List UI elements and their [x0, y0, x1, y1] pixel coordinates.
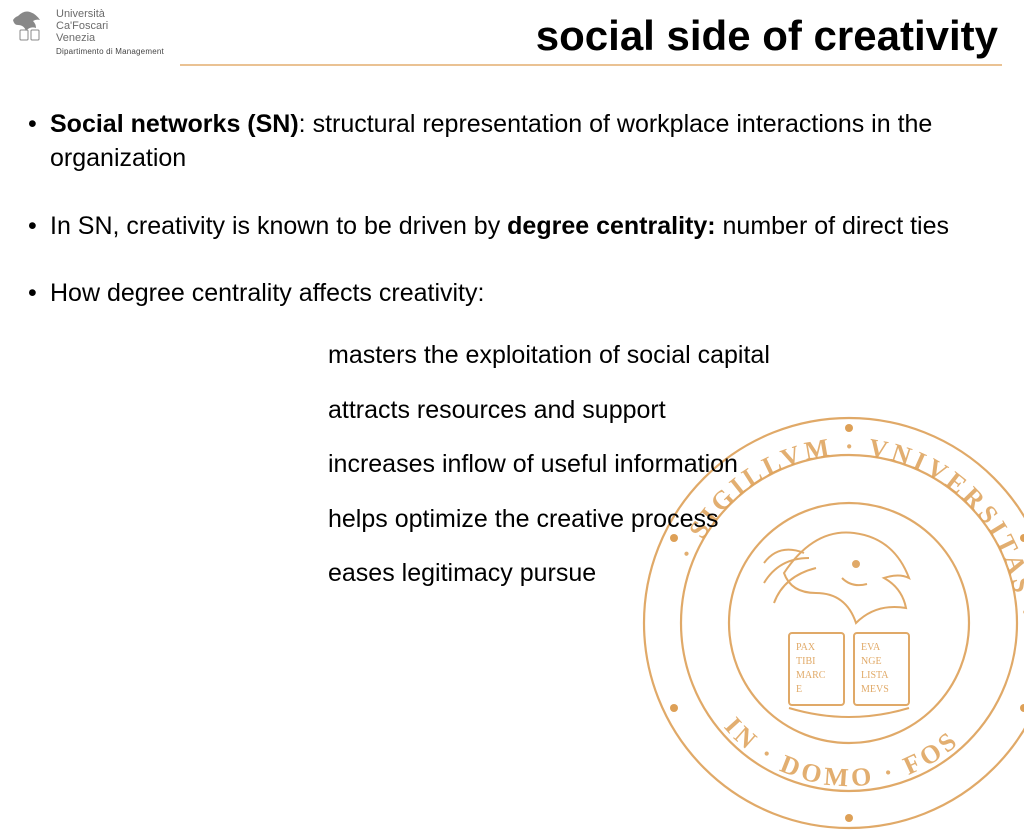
svg-text:LISTA: LISTA	[861, 670, 889, 681]
bullet-2-bold: degree centrality:	[507, 212, 715, 240]
sublist-item: increases inflow of useful information	[328, 448, 996, 481]
svg-text:MARC: MARC	[796, 670, 826, 681]
university-logo: Università Ca'Foscari Venezia Dipartimen…	[12, 8, 164, 57]
logo-department: Dipartimento di Management	[56, 48, 164, 57]
svg-text:NGE: NGE	[861, 656, 882, 667]
bullet-1-bold: Social networks (SN)	[50, 110, 299, 138]
sublist-item: attracts resources and support	[328, 394, 996, 427]
svg-text:IN · DOMO · FOS: IN · DOMO · FOS	[719, 712, 965, 793]
svg-text:TIBI: TIBI	[796, 656, 815, 667]
svg-text:EVA: EVA	[861, 642, 881, 653]
sublist-item: masters the exploitation of social capit…	[328, 339, 996, 372]
bullet-2-pre: In SN, creativity is known to be driven …	[50, 212, 507, 240]
bullet-2: In SN, creativity is known to be driven …	[28, 210, 996, 244]
bullet-2-rest: number of direct ties	[716, 212, 949, 240]
title-underline	[180, 64, 1002, 66]
lion-crest-icon	[12, 8, 48, 44]
logo-line-3: Venezia	[56, 32, 164, 44]
bullet-3-text: How degree centrality affects creativity…	[50, 279, 484, 307]
bullet-1: Social networks (SN): structural represe…	[28, 108, 996, 176]
sublist-item: helps optimize the creative process	[328, 503, 996, 536]
slide-content: Social networks (SN): structural represe…	[28, 108, 996, 612]
bullet-3: How degree centrality affects creativity…	[28, 277, 996, 311]
logo-line-1: Università	[56, 8, 164, 20]
sublist-item: eases legitimacy pursue	[328, 557, 996, 590]
slide-title: social side of creativity	[536, 12, 998, 60]
svg-text:E: E	[796, 684, 802, 695]
logo-line-2: Ca'Foscari	[56, 20, 164, 32]
svg-text:MEVS: MEVS	[861, 684, 889, 695]
svg-text:PAX: PAX	[796, 642, 816, 653]
sublist: masters the exploitation of social capit…	[328, 339, 996, 590]
